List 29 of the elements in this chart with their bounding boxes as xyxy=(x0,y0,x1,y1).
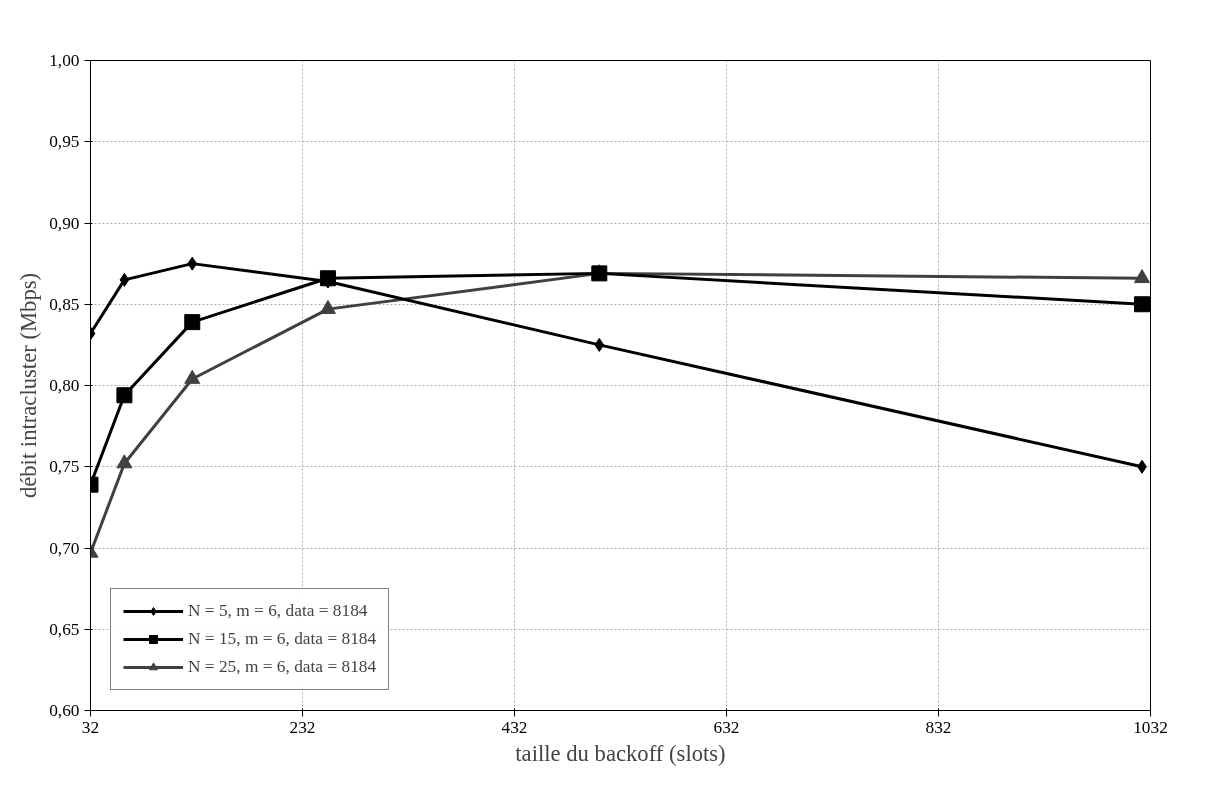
y-tick-label: 0,80 xyxy=(49,376,80,395)
x-tick-label: 432 xyxy=(501,717,528,737)
y-axis-title: débit intracluster (Mbps) xyxy=(16,272,42,499)
point xyxy=(184,369,201,384)
x-tick-label: 632 xyxy=(713,717,740,737)
point xyxy=(1134,296,1151,313)
y-tick-label: 1,00 xyxy=(49,51,80,70)
y-tick-label: 0,90 xyxy=(49,213,80,233)
point xyxy=(119,272,130,287)
point xyxy=(116,454,133,469)
y-tick-label: 0,65 xyxy=(49,619,80,639)
y-tick-label: 0,85 xyxy=(49,294,80,314)
point xyxy=(594,337,605,352)
x-axis-title: taille du backoff (slots) xyxy=(515,740,726,766)
y-tick-label: 0,95 xyxy=(49,132,80,152)
point xyxy=(1134,269,1151,284)
point xyxy=(116,387,133,404)
legend-label: N = 25, m = 6, data = 8184 xyxy=(188,657,377,677)
x-tick-label: 232 xyxy=(289,717,316,737)
y-tick-label: 0,60 xyxy=(49,701,80,720)
x-tick-label: 832 xyxy=(925,717,952,737)
x-tick-label: 1032 xyxy=(1133,717,1168,737)
y-tick-label: 0,75 xyxy=(49,457,80,477)
y-tick-label: 0,70 xyxy=(49,538,80,558)
legend-label: N = 15, m = 6, data = 8184 xyxy=(188,629,377,649)
point xyxy=(187,256,198,271)
x-tick-label: 32 xyxy=(81,717,100,737)
point xyxy=(184,314,201,331)
legend-label: N = 5, m = 6, data = 8184 xyxy=(188,601,368,621)
